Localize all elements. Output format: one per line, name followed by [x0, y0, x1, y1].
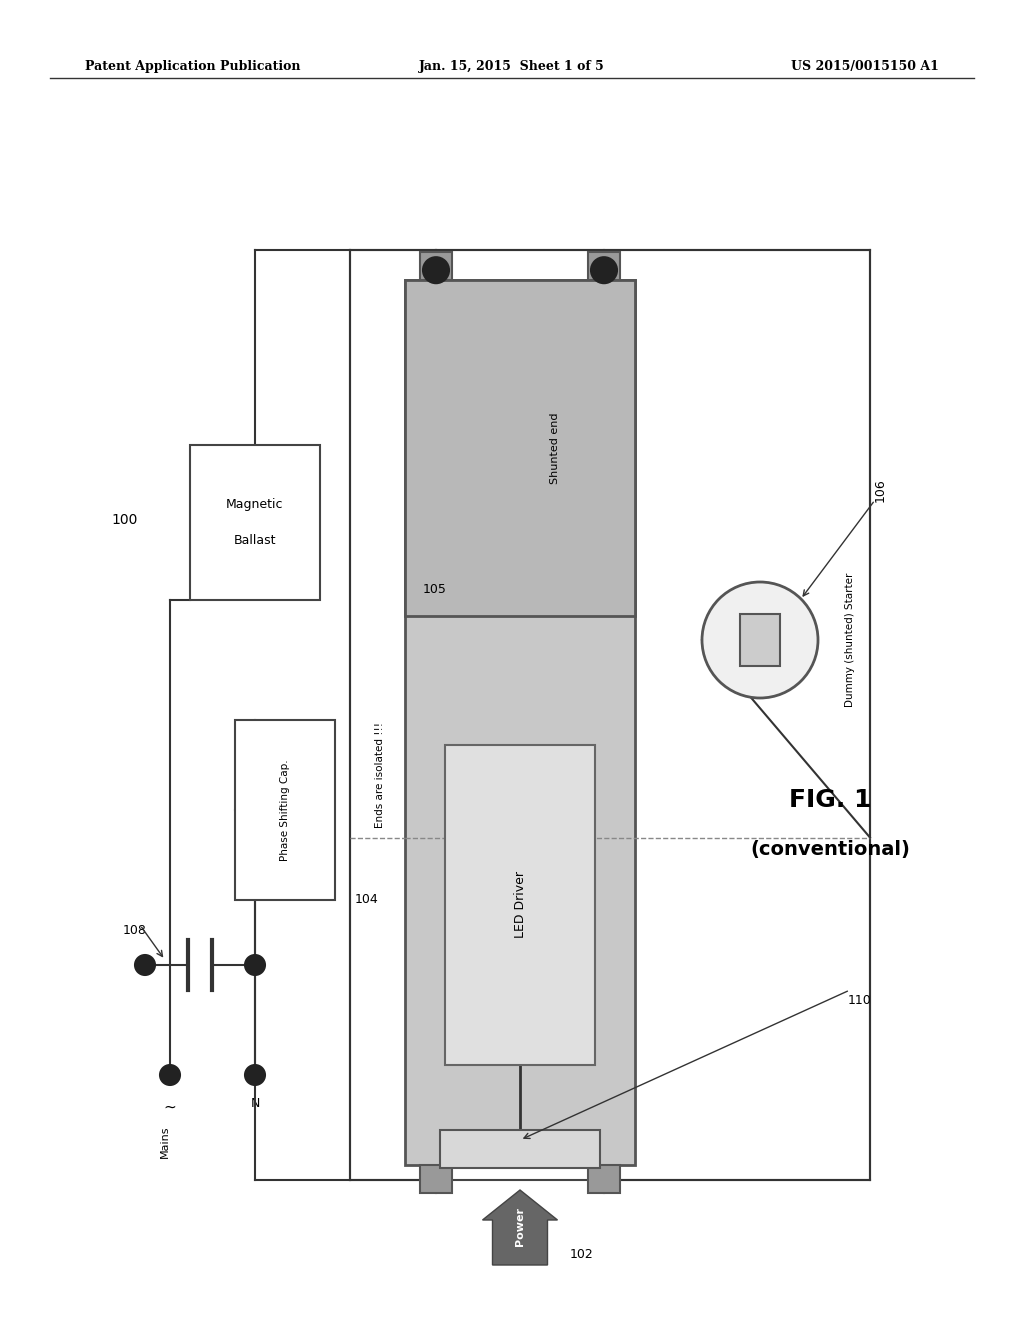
Text: Mains: Mains — [160, 1125, 170, 1158]
Circle shape — [591, 257, 617, 284]
Circle shape — [702, 582, 818, 698]
Circle shape — [135, 954, 155, 975]
Bar — [234, 719, 335, 900]
Text: Dummy (shunted) Starter: Dummy (shunted) Starter — [845, 573, 855, 708]
Text: Jan. 15, 2015  Sheet 1 of 5: Jan. 15, 2015 Sheet 1 of 5 — [419, 59, 605, 73]
Bar — [440, 1130, 600, 1168]
Circle shape — [245, 954, 265, 975]
Text: 102: 102 — [570, 1249, 594, 1262]
Bar — [420, 1166, 452, 1193]
Bar — [740, 614, 780, 667]
Circle shape — [160, 1065, 180, 1085]
Bar — [406, 280, 635, 1166]
Text: Magnetic: Magnetic — [226, 498, 284, 511]
Text: Ends are isolated !!!: Ends are isolated !!! — [375, 722, 385, 828]
Text: Phase Shifting Cap.: Phase Shifting Cap. — [280, 759, 290, 861]
Text: ~: ~ — [164, 1100, 176, 1115]
Bar — [445, 744, 595, 1065]
Text: 110: 110 — [848, 994, 871, 1006]
Bar — [588, 1166, 620, 1193]
Text: 108: 108 — [123, 924, 146, 936]
Text: 104: 104 — [355, 894, 379, 906]
Text: Patent Application Publication: Patent Application Publication — [85, 59, 300, 73]
Text: US 2015/0015150 A1: US 2015/0015150 A1 — [792, 59, 939, 73]
Bar — [350, 249, 870, 1180]
Text: LED Driver: LED Driver — [513, 871, 526, 939]
Text: Ballast: Ballast — [233, 535, 276, 546]
Text: Shunted end: Shunted end — [550, 412, 559, 484]
Bar — [588, 252, 620, 280]
Text: Power: Power — [515, 1208, 525, 1246]
Text: N: N — [250, 1097, 260, 1110]
Bar — [406, 280, 635, 616]
Text: 106: 106 — [873, 478, 887, 502]
Text: (conventional): (conventional) — [750, 841, 910, 859]
Text: 105: 105 — [423, 583, 446, 597]
Bar — [420, 252, 452, 280]
Circle shape — [423, 257, 449, 284]
Circle shape — [245, 1065, 265, 1085]
Text: FIG. 1: FIG. 1 — [788, 788, 871, 812]
Bar — [190, 445, 319, 601]
FancyArrow shape — [482, 1191, 557, 1265]
Text: 100: 100 — [112, 513, 138, 527]
